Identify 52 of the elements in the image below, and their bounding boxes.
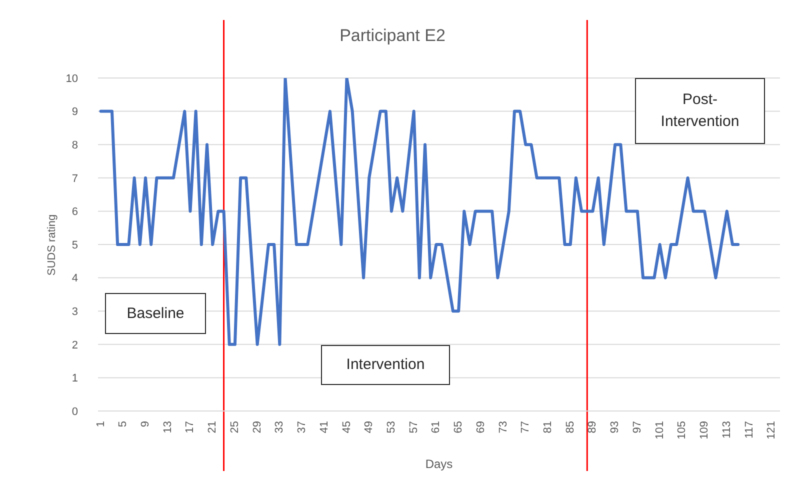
x-tick-label: 85 (564, 421, 576, 434)
x-tick-label: 69 (474, 421, 487, 434)
x-tick-label: 97 (631, 421, 644, 434)
y-tick-label: 5 (72, 239, 78, 252)
x-tick-label: 17 (184, 421, 196, 434)
x-tick-label: 89 (586, 421, 599, 434)
x-tick-label: 21 (206, 421, 219, 434)
y-axis-title: SUDS rating (46, 214, 58, 276)
x-tick-label: 53 (385, 421, 398, 434)
text-box: Intervention (321, 345, 450, 385)
x-tick-label: 81 (542, 421, 554, 434)
text-box: Baseline (105, 293, 206, 334)
x-tick-label: 93 (609, 421, 622, 434)
annotation: Post-Intervention (660, 90, 740, 132)
x-tick-label: 117 (743, 421, 756, 439)
annotation: Intervention (346, 355, 425, 375)
x-tick-label: 1 (94, 421, 107, 428)
x-tick-label: 105 (676, 421, 688, 440)
annotation: Baseline (126, 304, 184, 324)
y-tick-label: 0 (72, 406, 78, 418)
x-tick-label: 73 (497, 421, 510, 434)
x-tick-label: 13 (162, 421, 174, 434)
y-tick-label: 4 (72, 272, 78, 285)
y-tick-label: 7 (72, 172, 78, 185)
x-tick-label: 33 (274, 421, 286, 434)
y-tick-label: 2 (72, 339, 78, 352)
x-axis-title: Days (425, 457, 453, 471)
y-tick-label: 9 (72, 106, 78, 118)
x-tick-label: 113 (720, 421, 733, 439)
x-tick-label: 101 (654, 421, 666, 440)
x-tick-label: 41 (318, 421, 330, 434)
y-tick-label: 10 (66, 72, 78, 85)
x-tick-label: 25 (228, 421, 241, 434)
x-tick-label: 29 (251, 421, 264, 434)
x-tick-label: 77 (520, 421, 532, 434)
y-tick-label: 3 (72, 306, 78, 318)
text-box: Post-Intervention (635, 78, 765, 144)
x-tick-label: 109 (698, 421, 711, 440)
x-tick-label: 57 (408, 421, 420, 434)
x-tick-label: 61 (430, 421, 442, 434)
chart-title: Participant E2 (340, 26, 446, 45)
x-tick-label: 9 (140, 421, 152, 428)
x-tick-label: 45 (340, 421, 353, 434)
x-tick-label: 37 (296, 421, 308, 434)
x-tick-label: 121 (766, 421, 778, 440)
y-tick-label: 8 (72, 140, 78, 152)
x-tick-label: 5 (117, 421, 130, 428)
y-tick-label: 6 (72, 206, 78, 218)
y-tick-label: 1 (72, 372, 78, 385)
x-tick-label: 65 (452, 421, 465, 434)
x-tick-label: 49 (363, 421, 376, 434)
line-series (99, 78, 740, 346)
